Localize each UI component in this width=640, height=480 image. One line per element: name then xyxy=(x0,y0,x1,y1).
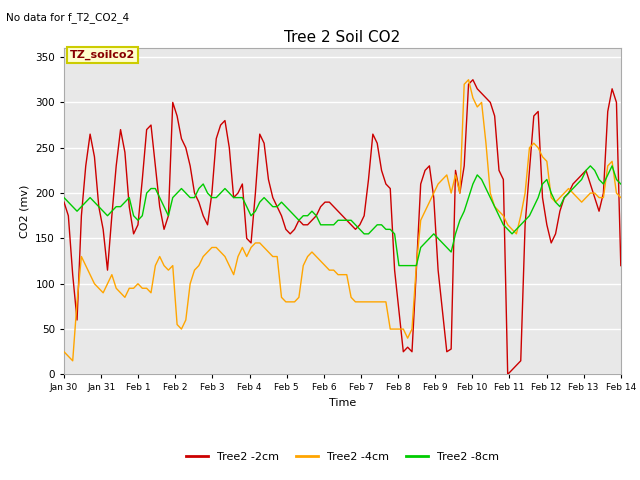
Y-axis label: CO2 (mv): CO2 (mv) xyxy=(20,184,29,238)
Text: TZ_soilco2: TZ_soilco2 xyxy=(70,50,135,60)
Text: No data for f_T2_CO2_4: No data for f_T2_CO2_4 xyxy=(6,12,129,23)
X-axis label: Time: Time xyxy=(329,398,356,408)
Legend: Tree2 -2cm, Tree2 -4cm, Tree2 -8cm: Tree2 -2cm, Tree2 -4cm, Tree2 -8cm xyxy=(182,448,503,467)
Title: Tree 2 Soil CO2: Tree 2 Soil CO2 xyxy=(284,30,401,46)
